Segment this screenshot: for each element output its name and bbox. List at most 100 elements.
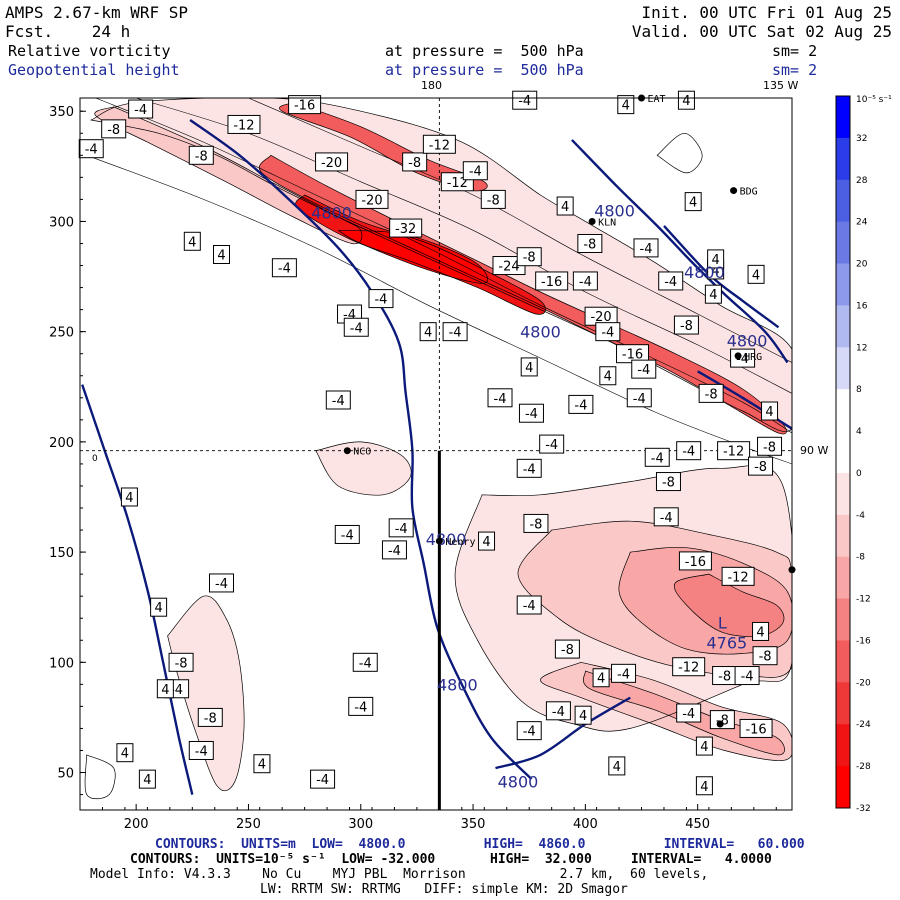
vorticity-value-label: -4 <box>595 322 621 342</box>
vorticity-isoline <box>94 106 363 245</box>
y-tick-label: 150 <box>49 546 74 561</box>
label-text: -12 <box>723 445 744 460</box>
colorbar-swatch <box>836 263 850 306</box>
label-box <box>478 531 496 551</box>
label-box <box>355 189 389 209</box>
x-tick-label: 200 <box>124 817 149 832</box>
label-text: -4 <box>682 445 695 460</box>
vorticity-value-label: -4 <box>611 663 637 683</box>
x-tick-label: 400 <box>573 817 598 832</box>
vorticity-value-label: 4 <box>156 679 174 699</box>
label-text: -4 <box>637 363 650 378</box>
vorticity-fill-region <box>674 574 784 637</box>
label-text: -4 <box>359 656 372 671</box>
label-text: -12 <box>429 138 450 153</box>
label-box <box>288 95 322 115</box>
vorticity-value-label: 4 <box>695 776 713 796</box>
label-text: -8 <box>705 387 718 402</box>
station-name-kln: KLN <box>598 217 616 228</box>
height-contour-label: 4800 <box>437 675 478 694</box>
vorticity-fill-region <box>279 102 488 191</box>
label-text: 4 <box>622 99 630 114</box>
label-text: -8 <box>754 460 767 475</box>
footer-model-info: Model Info: V4.3.3 No Cu MYJ PBL Morriso… <box>90 867 709 882</box>
label-text: -8 <box>195 149 208 164</box>
label-text: -4 <box>574 398 587 413</box>
label-text: -4 <box>640 242 653 257</box>
vorticity-value-label: 4 <box>556 196 574 216</box>
label-box <box>381 540 407 560</box>
colorbar-tick-label: 24 <box>856 218 868 228</box>
label-text: -4 <box>617 667 630 682</box>
vorticity-value-label: -8 <box>577 233 603 253</box>
vorticity-value-label: -4 <box>516 458 542 478</box>
label-text: -4 <box>682 707 695 722</box>
colorbar-swatch <box>836 472 850 516</box>
vorticity-value-label: -4 <box>658 271 684 291</box>
label-box <box>487 388 513 408</box>
vorticity-value-label: -4 <box>487 388 513 408</box>
vorticity-value-label: -8 <box>523 513 549 533</box>
x-tick-label: 450 <box>685 817 710 832</box>
vorticity-value-label: -4 <box>209 573 235 593</box>
label-text: -4 <box>85 143 98 158</box>
height-contour-label: 4800 <box>684 263 725 282</box>
vorticity-value-label: -4 <box>334 524 360 544</box>
label-text: -8 <box>680 319 693 334</box>
colorbar-tick-label: 12 <box>856 343 867 353</box>
colorbar-tick-label: -8 <box>856 553 865 563</box>
vorticity-isoline <box>540 661 792 761</box>
label-text: -4 <box>545 438 558 453</box>
label-text: -4 <box>374 293 387 308</box>
label-box <box>156 679 174 699</box>
label-box <box>695 776 713 796</box>
colorbar-tick-label: -16 <box>856 636 871 646</box>
label-text: -4 <box>664 275 677 290</box>
label-text: -4 <box>518 94 531 109</box>
colorbar-swatch <box>836 598 850 641</box>
lon-label-0: 0 <box>92 454 98 464</box>
label-box <box>545 701 571 721</box>
label-text: -4 <box>195 744 208 759</box>
footer-physics-info: LW: RRTM SW: RRTMG DIFF: simple KM: 2D S… <box>260 882 628 897</box>
label-box <box>168 652 194 672</box>
label-text: -8 <box>583 237 596 252</box>
vorticity-isoline <box>656 132 703 174</box>
vorticity-value-label: -4 <box>633 238 659 258</box>
lon-label-135w: 135 W <box>763 79 799 92</box>
label-box <box>197 707 223 727</box>
label-box <box>577 233 603 253</box>
label-box <box>617 95 635 115</box>
vorticity-value-label: -4 <box>676 441 702 461</box>
vorticity-value-label: 4 <box>608 756 626 776</box>
label-box <box>480 189 506 209</box>
label-text: -4 <box>523 462 536 477</box>
vorticity-fill-region <box>315 441 412 496</box>
vorticity-value-label: 4 <box>138 769 156 789</box>
field2-level: at pressure = 500 hPa <box>385 61 584 79</box>
label-text: -12 <box>233 118 254 133</box>
vorticity-value-label: -4 <box>368 289 394 309</box>
height-contour-4800 <box>189 119 533 780</box>
guide-lines-layer <box>80 98 792 810</box>
lon-label-180: 180 <box>421 79 442 92</box>
label-text: -4 <box>633 392 646 407</box>
vorticity-value-label: 4 <box>592 668 610 688</box>
label-text: 4 <box>121 747 129 762</box>
label-box <box>539 434 565 454</box>
field1-smoothing: sm= 2 <box>772 42 818 60</box>
label-box <box>150 597 168 617</box>
label-box <box>599 366 617 386</box>
label-box <box>704 284 722 304</box>
label-text: -16 <box>685 555 706 570</box>
label-box <box>183 231 201 251</box>
label-text: 4 <box>709 288 717 303</box>
label-box <box>348 696 374 716</box>
label-text: -20 <box>361 193 382 208</box>
label-box <box>120 487 138 507</box>
vorticity-value-label: -8 <box>698 383 724 403</box>
label-text: 4 <box>711 253 719 268</box>
label-text: -8 <box>763 440 776 455</box>
vorticity-value-label: -4 <box>310 769 336 789</box>
